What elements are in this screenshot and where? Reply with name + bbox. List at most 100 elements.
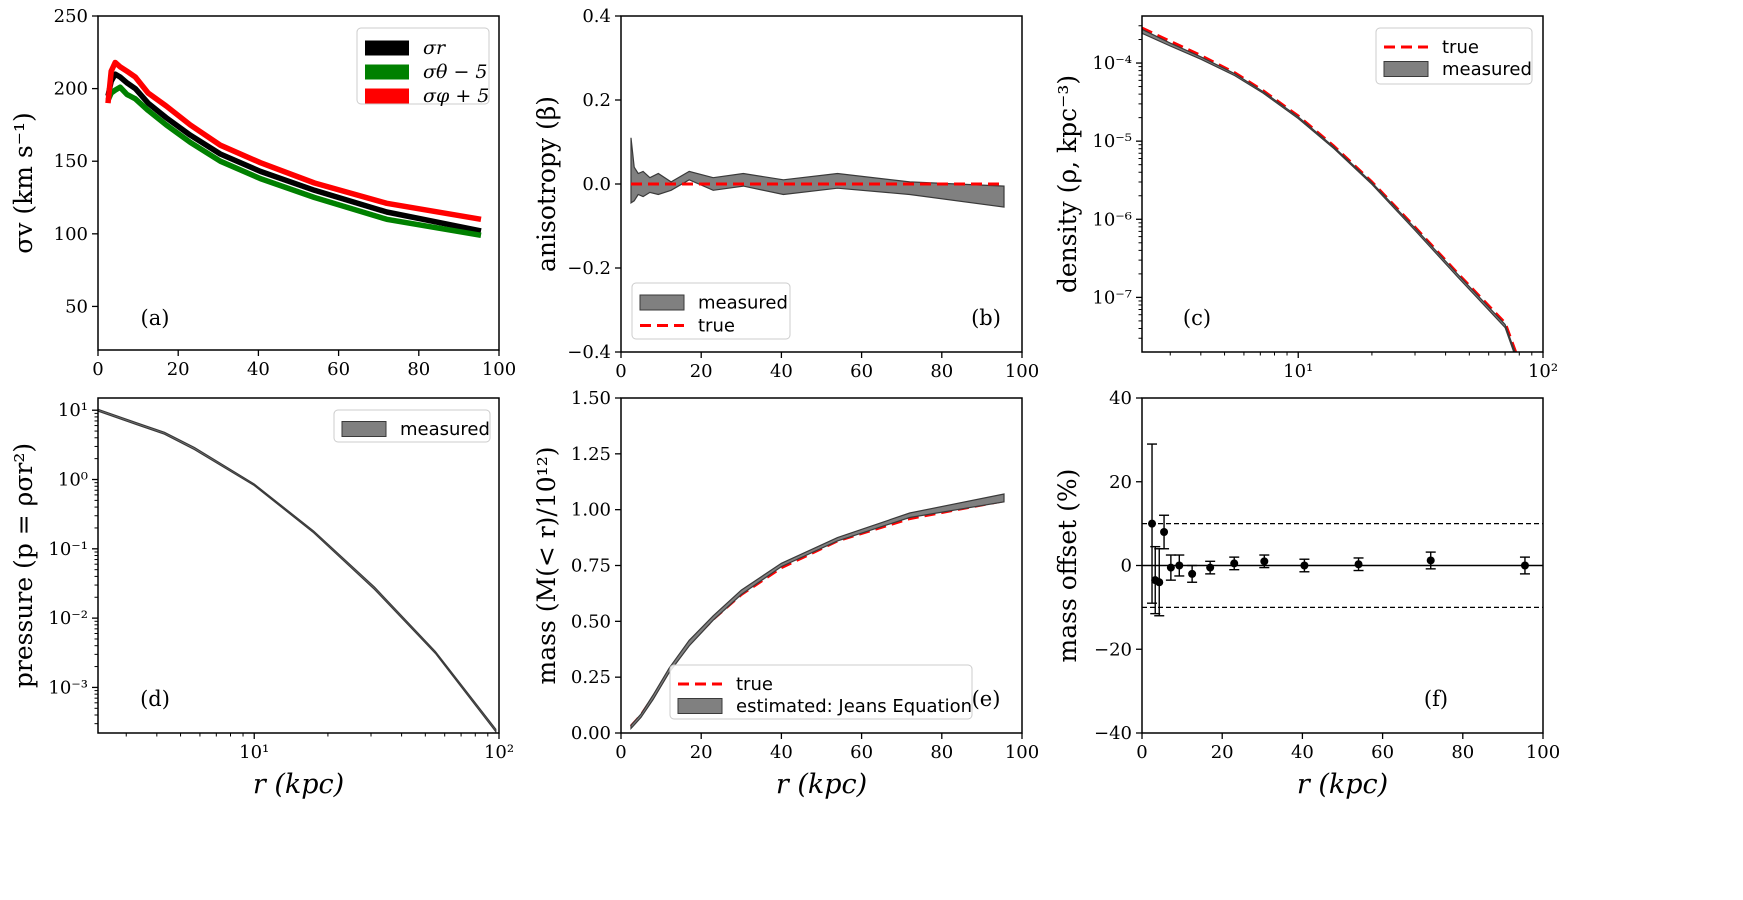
panel-label: (e): [972, 687, 1001, 711]
panel-d-pressure: 10¹ 10² 10⁻³ 10⁻² 10⁻¹ 10⁰ 10¹ pressure (p = ρσ…: [9, 397, 514, 800]
x-tick-label: 0: [615, 742, 626, 763]
plot-area: [630, 137, 1005, 208]
data-point: [1155, 578, 1164, 587]
x-tick-label: 40: [247, 359, 270, 380]
band-d-0: [98, 408, 497, 733]
x-tick-label: 20: [167, 359, 190, 380]
legend-label: estimated: Jeans Equation: [736, 696, 972, 717]
panel-b-anisotropy: 0 20 40 60 80 100 −0.4 −0.2 0.0 0.2 0.4 anisotropy …: [532, 6, 1039, 382]
y-tick-label: 250: [54, 6, 88, 27]
panel-label: (d): [140, 687, 170, 711]
panel-e-enclosed-mass: 0 20 40 60 80 100 0.00 0.25 0.50 0.75 1.00 1.25 1.50…: [532, 388, 1039, 800]
x-tick-label: 10²: [484, 742, 514, 763]
panel-label: (c): [1183, 306, 1211, 330]
legend-swatch: [365, 64, 409, 80]
series-line-a-2: [105, 59, 482, 223]
panel-label: (b): [971, 306, 1001, 330]
band-e-1: [630, 493, 1005, 731]
legend-label: σφ + 5: [423, 85, 489, 107]
y-tick-label: 1.00: [571, 500, 611, 521]
axes-frame: [1141, 15, 1544, 353]
y-tick-label: 10¹: [58, 400, 88, 421]
plot-area: [1142, 443, 1543, 617]
legend-label: measured: [400, 419, 490, 440]
legend-swatch: [365, 40, 409, 56]
x-tick-label: 80: [407, 359, 430, 380]
legend-label: true: [698, 316, 735, 337]
y-tick-label: 1.25: [571, 444, 611, 465]
band-c-1: [1142, 28, 1516, 352]
y-tick-label: 0.75: [571, 556, 611, 577]
series-line-a-1: [105, 84, 482, 239]
x-tick-label: 100: [482, 359, 516, 380]
legend-label: true: [736, 674, 773, 695]
y-tick-label: 10⁻¹: [48, 539, 88, 560]
x-axis-label: r (kpc): [1297, 769, 1388, 800]
y-tick-label: 1.50: [571, 388, 611, 409]
y-tick-label: 10⁻⁶: [1092, 209, 1132, 230]
legend: measured: [333, 409, 491, 443]
x-tick-label: 0: [92, 359, 103, 380]
y-tick-label: −40: [1094, 723, 1132, 744]
data-point: [1520, 561, 1529, 570]
y-tick-label: 20: [1109, 472, 1132, 493]
x-tick-label: 40: [770, 361, 793, 382]
legend-swatch: [365, 88, 409, 104]
y-tick-label: 0.00: [571, 723, 611, 744]
x-tick-label: 80: [930, 361, 953, 382]
axes-frame: [97, 397, 500, 734]
x-tick-label: 100: [1005, 361, 1039, 382]
y-tick-label: 10⁻⁷: [1092, 287, 1132, 308]
x-tick-label: 0: [615, 361, 626, 382]
data-point: [1188, 569, 1197, 578]
y-axis-label: mass (M(< r)/10¹²): [532, 447, 561, 685]
y-tick-label: 100: [54, 224, 88, 245]
x-tick-label: 20: [690, 361, 713, 382]
legend-label: σr: [423, 37, 447, 59]
plot-area: [98, 408, 497, 733]
data-point: [1260, 557, 1269, 566]
y-tick-label: 200: [54, 79, 88, 100]
legend-label: measured: [1442, 59, 1532, 80]
x-tick-label: 40: [1291, 742, 1314, 763]
y-tick-label: 10⁻⁵: [1092, 131, 1132, 152]
legend-swatch: [639, 294, 685, 311]
series-line-c-0: [1142, 26, 1518, 352]
data-point: [1426, 556, 1435, 565]
plot-area: [105, 59, 482, 239]
x-tick-label: 60: [327, 359, 350, 380]
y-axis-label: mass offset (%): [1053, 469, 1082, 663]
legend-swatch: [1383, 61, 1429, 77]
x-axis-label: r (kpc): [776, 769, 867, 800]
y-axis-label: σv (km s⁻¹): [9, 112, 38, 254]
y-tick-label: 0.25: [571, 667, 611, 688]
x-tick-label: 10¹: [239, 742, 269, 763]
x-tick-label: 10¹: [1283, 361, 1313, 382]
band-b-0: [630, 137, 1005, 208]
legend-swatch: [341, 421, 387, 437]
x-tick-label: 100: [1526, 742, 1560, 763]
panel-label: (f): [1424, 687, 1448, 711]
x-tick-label: 20: [1211, 742, 1234, 763]
data-point: [1206, 563, 1215, 572]
data-point: [1354, 560, 1363, 569]
legend-frame: [669, 664, 973, 720]
y-tick-label: −0.4: [567, 342, 611, 363]
y-tick-label: 150: [54, 151, 88, 172]
y-tick-label: −0.2: [567, 258, 611, 279]
data-point: [1166, 563, 1175, 572]
y-tick-label: 0.0: [582, 174, 611, 195]
x-tick-label: 60: [850, 742, 873, 763]
panel-label: (a): [141, 306, 170, 330]
x-tick-label: 10²: [1528, 361, 1558, 382]
x-tick-label: 40: [770, 742, 793, 763]
y-axis-label: anisotropy (β): [532, 96, 561, 272]
x-tick-label: 20: [690, 742, 713, 763]
data-point: [1148, 519, 1157, 528]
x-tick-label: 80: [930, 742, 953, 763]
